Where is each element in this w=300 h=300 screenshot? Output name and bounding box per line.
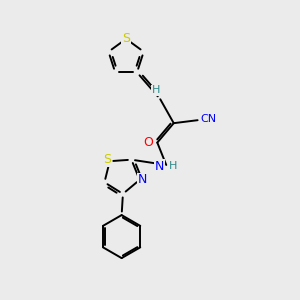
Text: CN: CN <box>200 114 216 124</box>
Text: S: S <box>103 153 111 166</box>
Text: O: O <box>143 136 153 149</box>
Text: S: S <box>122 32 130 45</box>
Text: N: N <box>155 160 164 173</box>
Text: H: H <box>152 85 160 95</box>
Text: N: N <box>137 173 147 186</box>
Text: H: H <box>169 161 177 172</box>
